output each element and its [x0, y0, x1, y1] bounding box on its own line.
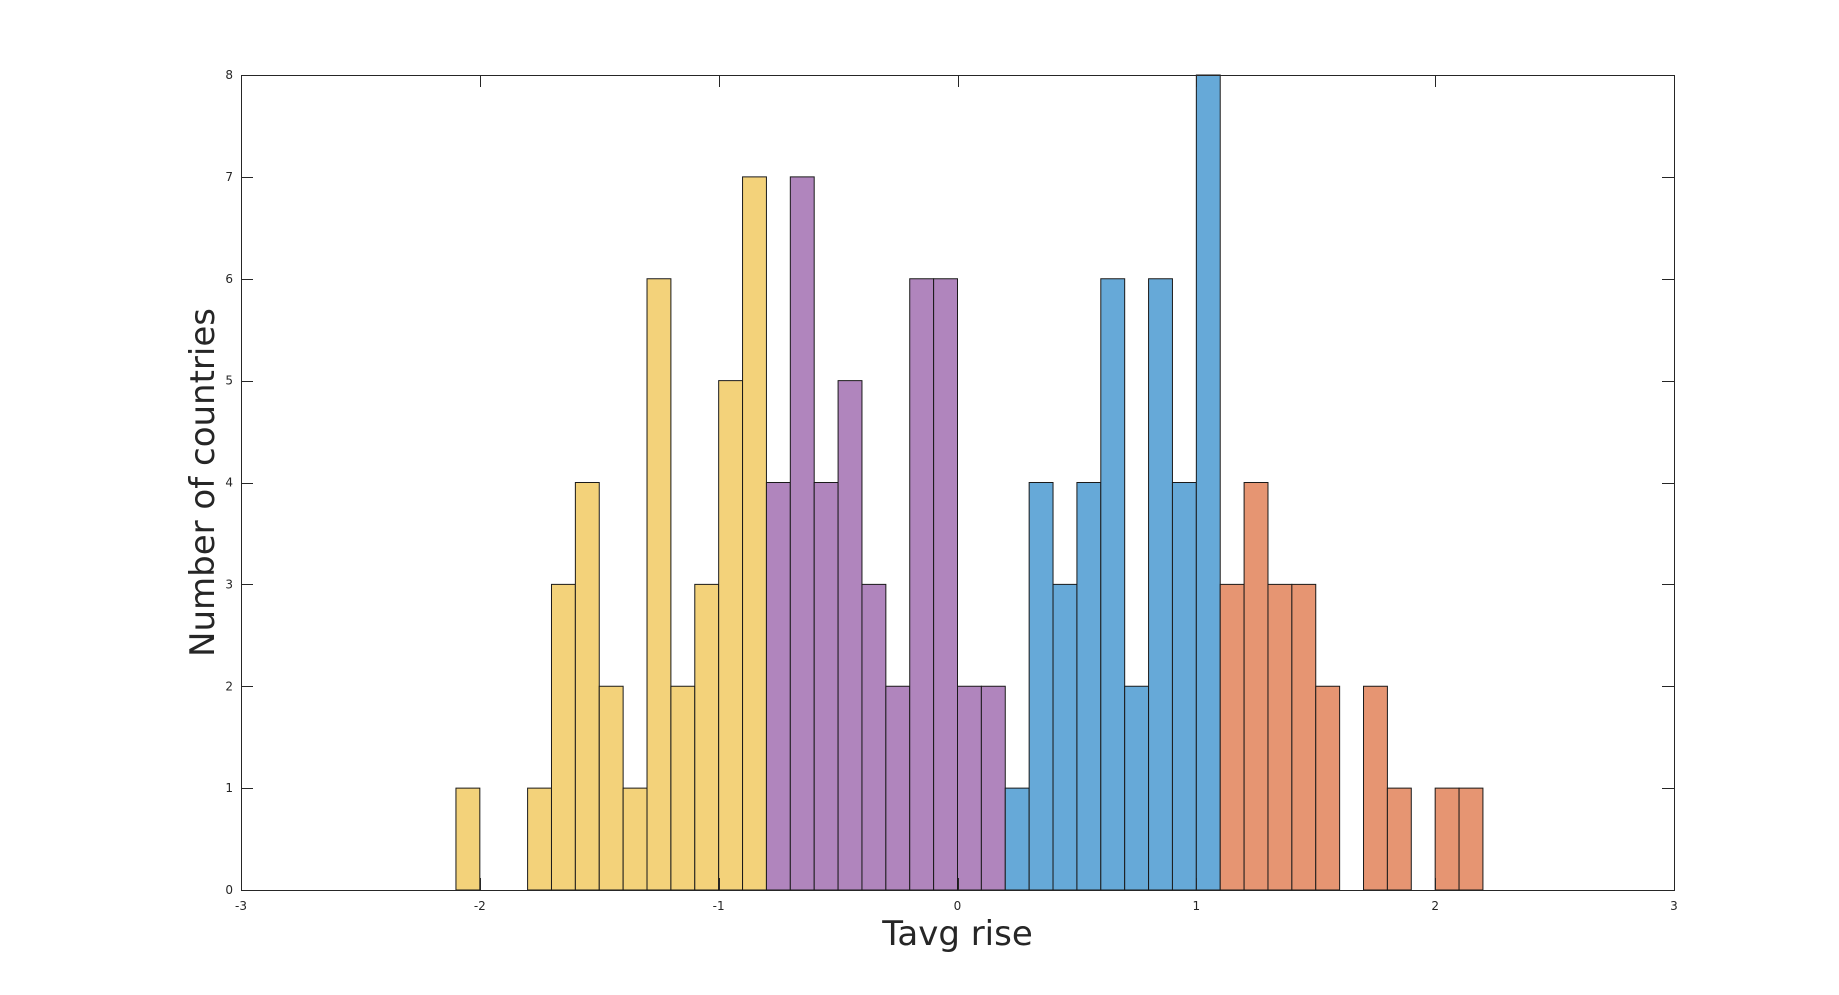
y-tick-label: 8 [225, 68, 233, 82]
histogram-bar [1148, 278, 1173, 891]
histogram-bar [1243, 482, 1269, 891]
histogram-bar [1004, 787, 1030, 891]
histogram-bar [1076, 482, 1102, 891]
y-tick-label: 7 [225, 170, 233, 184]
y-axis-title: Number of countries [183, 308, 223, 657]
histogram-bar [861, 583, 887, 891]
histogram-bar [1315, 685, 1341, 891]
histogram-bar [885, 685, 911, 891]
x-tick-label: 1 [1193, 899, 1201, 913]
x-tick-label: 2 [1431, 899, 1439, 913]
histogram-bar [694, 583, 720, 891]
histogram-bar [765, 482, 791, 891]
histogram-bar [1363, 685, 1388, 891]
histogram-bar [1124, 685, 1150, 891]
axes-box [241, 75, 1675, 891]
y-tick-label: 2 [225, 679, 233, 693]
histogram-bar [1195, 74, 1221, 891]
x-tick-label: -3 [235, 899, 247, 913]
histogram-bar [646, 278, 672, 891]
histogram-bar [455, 787, 481, 891]
histogram-bar [980, 685, 1006, 891]
histogram-bar [1434, 787, 1460, 891]
histogram-bar [813, 482, 839, 891]
histogram-bar [1052, 583, 1078, 891]
histogram-bar [1028, 482, 1054, 891]
y-tick-label: 3 [225, 577, 233, 591]
histogram-bar [598, 685, 624, 891]
histogram-bar [1291, 583, 1317, 891]
tick-labels-layer: -3 -2 -1 0 1 2 3 0 1 2 3 4 5 6 7 8 [225, 68, 1677, 913]
bars-layer [455, 74, 1484, 891]
histogram-bar [933, 278, 958, 891]
histogram-bar [550, 583, 576, 891]
x-tick-label: -2 [474, 899, 486, 913]
histogram-bar [1386, 787, 1412, 891]
histogram-bar [527, 787, 552, 891]
y-tick-label: 0 [225, 883, 233, 897]
histogram-bar [1458, 787, 1484, 891]
histogram-bar [957, 685, 982, 891]
y-tick-label: 6 [225, 272, 233, 286]
x-tick-label: -1 [713, 899, 725, 913]
histogram-bar [789, 176, 815, 891]
histogram-bar [718, 380, 744, 891]
histogram-bar [670, 685, 696, 891]
y-tick-label: 5 [225, 374, 233, 388]
y-tick-label: 1 [225, 781, 233, 795]
histogram-bar [1267, 583, 1293, 891]
x-axis-title: Tavg rise [881, 914, 1033, 954]
histogram-bar [1100, 278, 1126, 891]
histogram-bar [1219, 583, 1245, 891]
histogram-bar [837, 380, 863, 891]
histogram-bar [574, 482, 600, 891]
histogram-bar [742, 176, 767, 891]
histogram-bar [622, 787, 648, 891]
x-tick-label: 3 [1670, 899, 1678, 913]
x-tick-label: 0 [954, 899, 962, 913]
histogram-bar [1171, 482, 1197, 891]
y-tick-label: 4 [225, 476, 233, 490]
histogram-bar [909, 278, 935, 891]
